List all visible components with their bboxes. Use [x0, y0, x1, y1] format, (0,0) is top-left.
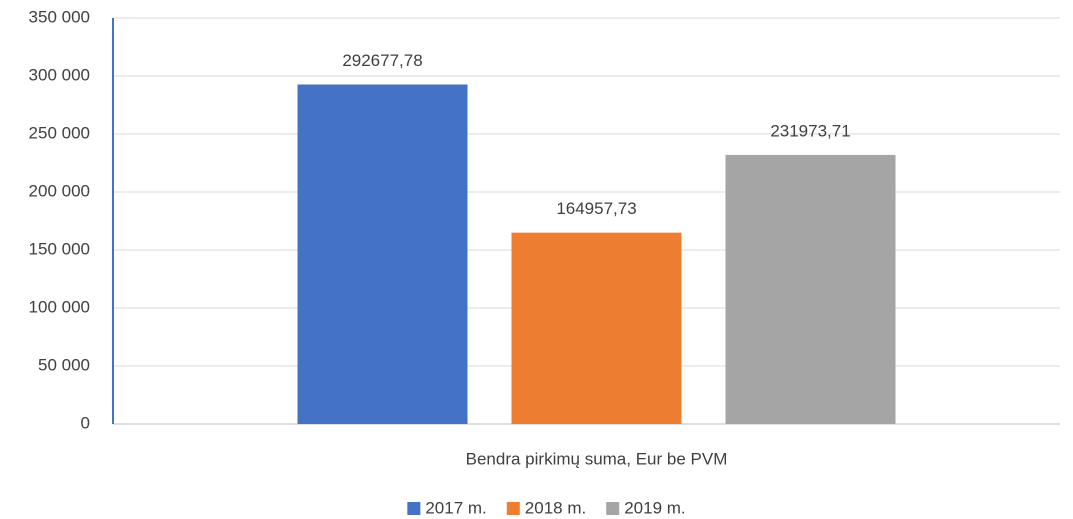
data-label: 231973,71 [770, 121, 850, 140]
legend-swatch [506, 502, 520, 515]
y-tick-label: 150 000 [29, 239, 90, 258]
bar [297, 84, 468, 424]
x-tick-label: Bendra pirkimų suma, Eur be PVM [466, 449, 728, 468]
data-label: 164957,73 [556, 199, 636, 218]
legend-label: 2017 m. [425, 498, 486, 517]
y-tick-label: 50 000 [38, 355, 90, 374]
legend-swatch [407, 502, 421, 515]
bar [511, 232, 682, 424]
y-tick-label: 0 [81, 413, 90, 432]
y-tick-label: 300 000 [29, 65, 90, 84]
legend-swatch [606, 502, 620, 515]
y-tick-label: 350 000 [29, 7, 90, 26]
legend-label: 2018 m. [525, 498, 586, 517]
legend-label: 2019 m. [624, 498, 685, 517]
y-tick-label: 250 000 [29, 123, 90, 142]
y-tick-label: 100 000 [29, 297, 90, 316]
data-label: 292677,78 [342, 51, 422, 70]
bar [725, 154, 896, 424]
y-tick-label: 200 000 [29, 181, 90, 200]
